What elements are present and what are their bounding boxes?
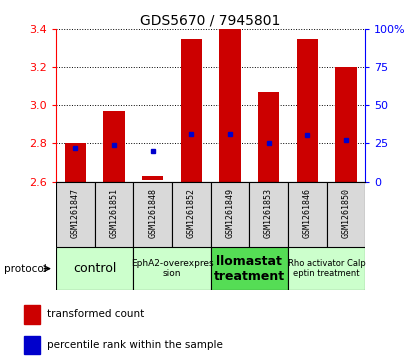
Text: control: control <box>73 262 116 275</box>
Text: GSM1261850: GSM1261850 <box>342 188 350 238</box>
Text: GSM1261846: GSM1261846 <box>303 188 312 238</box>
Bar <box>335 67 356 182</box>
Title: GDS5670 / 7945801: GDS5670 / 7945801 <box>140 14 281 28</box>
Bar <box>288 247 365 290</box>
Bar <box>103 111 124 182</box>
Text: GSM1261851: GSM1261851 <box>110 188 119 238</box>
Text: transformed count: transformed count <box>47 309 144 319</box>
Bar <box>142 176 163 180</box>
Bar <box>56 182 95 247</box>
Bar <box>297 38 318 182</box>
Bar <box>172 182 210 247</box>
Bar <box>56 247 133 290</box>
Bar <box>327 182 365 247</box>
Text: EphA2-overexpres
sion: EphA2-overexpres sion <box>131 259 213 278</box>
Text: percentile rank within the sample: percentile rank within the sample <box>47 340 223 350</box>
Bar <box>24 336 39 354</box>
Bar <box>249 182 288 247</box>
Bar <box>65 143 86 182</box>
Text: llomastat
treatment: llomastat treatment <box>214 254 285 283</box>
Bar <box>133 182 172 247</box>
Text: GSM1261849: GSM1261849 <box>225 188 234 238</box>
Text: protocol: protocol <box>4 264 47 274</box>
Text: GSM1261847: GSM1261847 <box>71 188 80 238</box>
Bar <box>288 182 327 247</box>
Bar <box>210 182 249 247</box>
Bar <box>210 247 288 290</box>
Bar <box>181 38 202 182</box>
Text: Rho activator Calp
eptin treatment: Rho activator Calp eptin treatment <box>288 259 366 278</box>
Bar <box>95 182 133 247</box>
Bar <box>133 247 210 290</box>
Bar <box>24 305 39 323</box>
Text: GSM1261852: GSM1261852 <box>187 188 196 238</box>
Bar <box>219 29 241 182</box>
Bar <box>258 92 279 182</box>
Text: GSM1261853: GSM1261853 <box>264 188 273 238</box>
Text: GSM1261848: GSM1261848 <box>148 188 157 238</box>
